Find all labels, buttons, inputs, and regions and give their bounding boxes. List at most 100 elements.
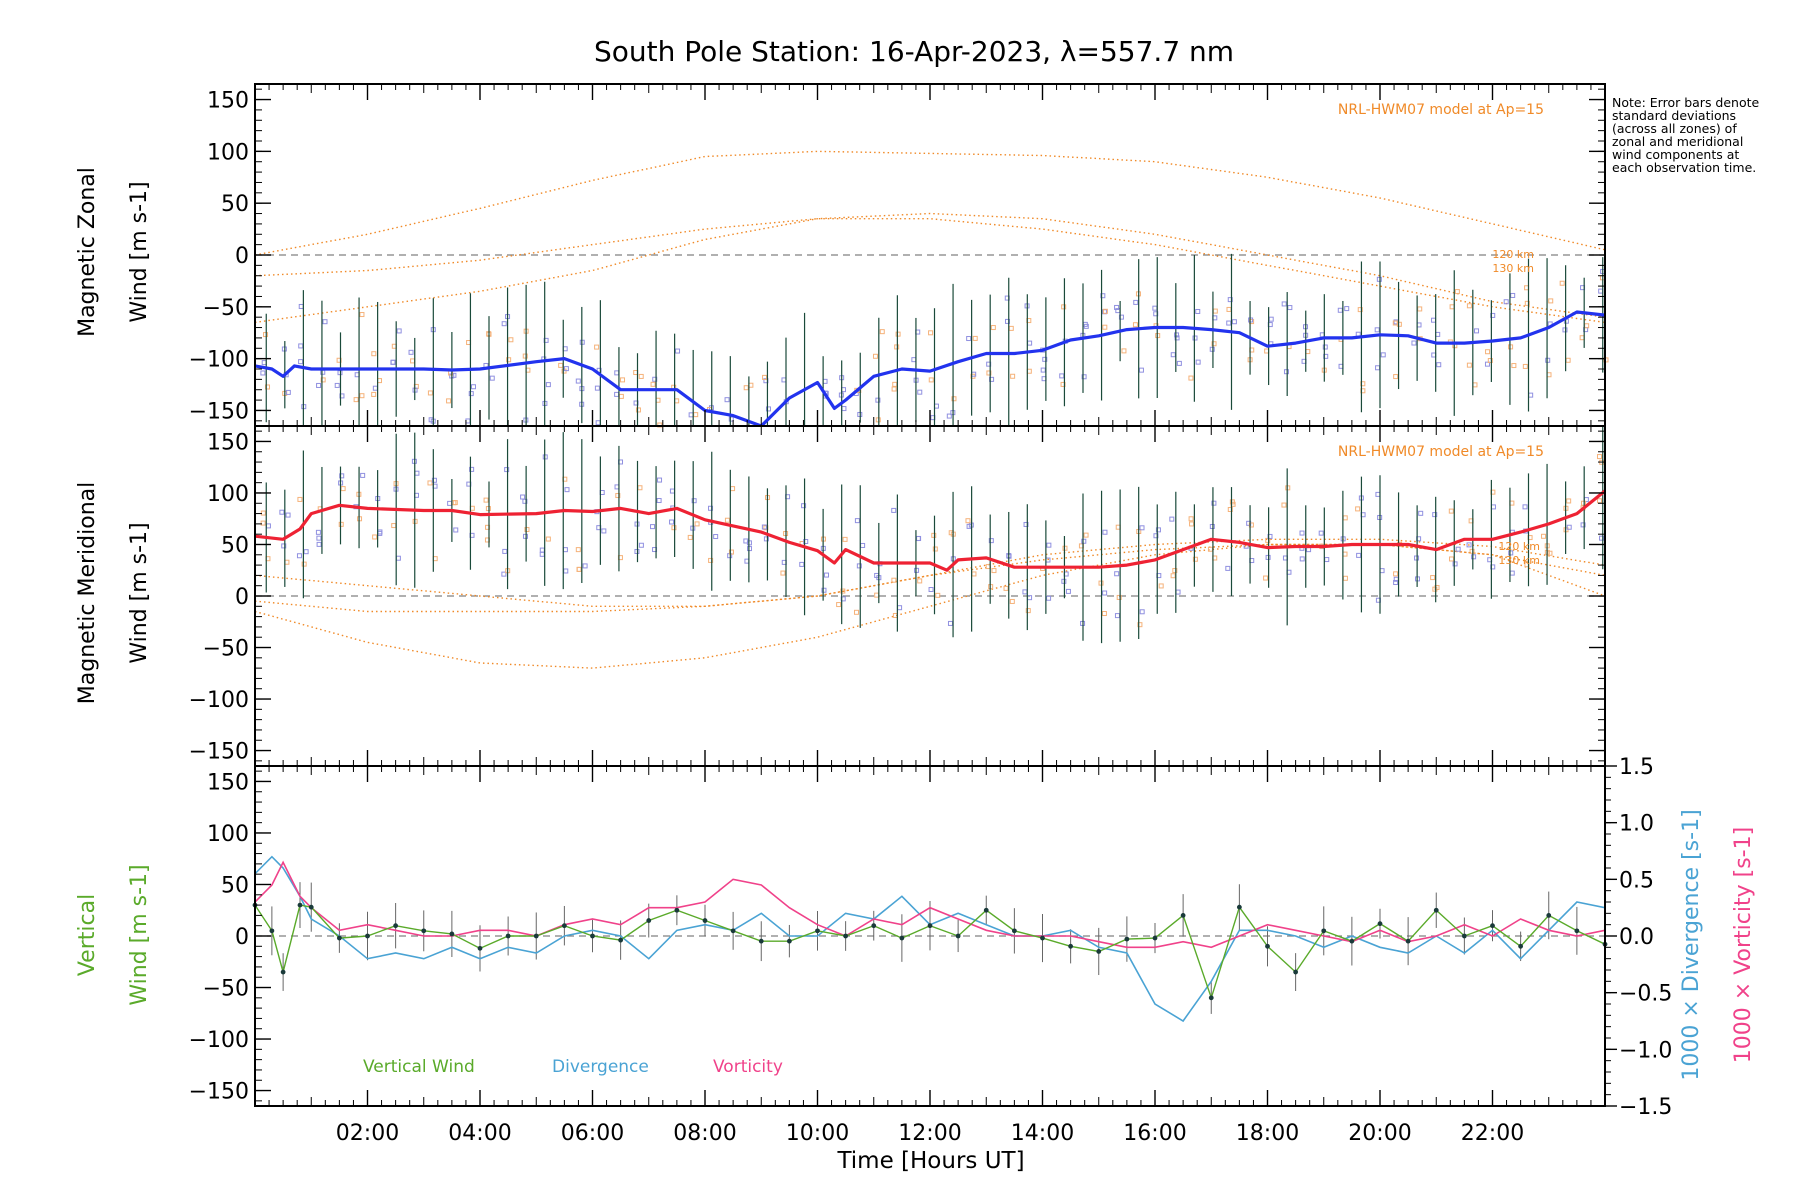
zonal-zone-point [1211, 341, 1217, 347]
meridional-zone-point [1114, 613, 1120, 619]
vertical-wind-point [1433, 907, 1439, 913]
y2-tick-label: 0.0 [1619, 925, 1654, 950]
zonal-zone-point [650, 381, 656, 387]
zonal-zone-point [468, 391, 474, 397]
vertical-wind-point [280, 969, 286, 975]
zonal-zone-point [1008, 325, 1014, 331]
meridional-zone-point [1083, 532, 1089, 538]
zonal-zone-point [1152, 305, 1158, 311]
vorticity-line [255, 860, 1605, 949]
vertical-wind-point [1377, 921, 1383, 927]
meridional-zone-point [316, 541, 322, 547]
meridional-zone-point [874, 592, 880, 598]
zonal-zone-point [966, 336, 972, 342]
vertical-y-tick-label: −50 [203, 977, 249, 1002]
zonal-zone-point [501, 321, 507, 327]
meridional-zone-point [724, 517, 730, 523]
error-bars-layer [254, 253, 1606, 1014]
series-layer [252, 310, 1608, 1023]
zonal-zone-point [1511, 363, 1517, 369]
zonal-zone-point [1598, 288, 1604, 294]
y2-tick-label: −0.5 [1619, 982, 1672, 1007]
y2-tick-label: −1.0 [1619, 1038, 1672, 1063]
zonal-zone-point [558, 362, 564, 368]
meridional-zone-point [669, 488, 675, 494]
zonal-zone-point [1026, 368, 1032, 374]
vertical-y-tick-label: −100 [189, 1028, 249, 1053]
meridional-zone-point [669, 519, 675, 525]
vertical-wind-point [786, 938, 792, 944]
meridional-ylabel-line1: Magnetic Meridional [75, 482, 100, 704]
zonal-zone-point [1061, 304, 1067, 310]
zonal-model-curve-1 [255, 150, 1605, 256]
vertical-wind-point [1124, 936, 1130, 942]
vertical-wind-point [1405, 938, 1411, 944]
meridional-zone-point [1139, 609, 1145, 615]
x-tick-label: 10:00 [786, 1121, 849, 1146]
zonal-zone-point [1231, 319, 1237, 325]
zonal-zone-point [1472, 382, 1478, 388]
vertical-wind-point [1152, 935, 1158, 941]
vertical-wind-point [1096, 949, 1102, 954]
zonal-zone-point [508, 337, 514, 343]
zonal-zone-point [748, 382, 754, 388]
meridional-zone-point [1299, 556, 1305, 562]
x-tick-label: 16:00 [1123, 1121, 1186, 1146]
meridional-zone-point [1102, 529, 1108, 535]
zonal-zone-point [674, 398, 680, 404]
meridional-zone-point [539, 551, 545, 557]
vertical-wind-point [702, 918, 708, 923]
meridional-zone-point [1393, 580, 1399, 586]
meridional-zone-point [301, 561, 307, 567]
zonal-y-tick-label: 150 [207, 89, 249, 114]
meridional-zone-point [284, 559, 290, 565]
meridional-zone-point [891, 507, 897, 513]
zonal-zone-point [614, 391, 620, 397]
vertical-wind-point [533, 933, 539, 939]
meridional-zone-point [1471, 554, 1477, 560]
meridional-wind-line [255, 489, 1605, 572]
meridional-zone-point [1046, 542, 1052, 548]
meridional-zone-point [1547, 550, 1553, 556]
zonal-zone-point [635, 407, 641, 413]
meridional-zone-point [931, 532, 937, 538]
zonal-y-tick-label: 0 [235, 244, 249, 269]
zonal-zone-point [1508, 344, 1514, 350]
zonal-zone-point [1374, 327, 1380, 333]
zonal-zone-point [946, 413, 952, 419]
meridional-zone-point [427, 480, 433, 486]
zonal-zone-point [1393, 374, 1399, 380]
meridional-zone-point [1102, 590, 1108, 596]
vertical-wind-point [843, 933, 849, 939]
vertical-wind-point [336, 935, 342, 941]
vertical-wind-point [449, 931, 455, 937]
zonal-zone-point [1376, 276, 1382, 282]
x-tick-label: 06:00 [561, 1121, 624, 1146]
zonal-zone-point [575, 378, 581, 384]
zonal-zone-point [875, 397, 881, 403]
zonal-zone-point [1102, 308, 1108, 314]
meridional-zone-point [650, 524, 656, 530]
x-axis-label: Time [Hours UT] [836, 1148, 1024, 1174]
legend-vertical-wind: Vertical Wind [363, 1057, 475, 1077]
zonal-zone-point [1417, 306, 1423, 312]
meridional-zone-point [1393, 571, 1399, 577]
zonal-zone-point [470, 384, 476, 390]
zonal-zone-point [263, 332, 269, 338]
meridional-zone-point [1306, 547, 1312, 553]
meridional-zone-point [601, 528, 607, 534]
meridional-zone-point [917, 578, 923, 584]
x-tick-label: 04:00 [448, 1121, 511, 1146]
meridional-zone-point [1299, 530, 1305, 536]
meridional-zone-point [1046, 595, 1052, 601]
zonal-zone-point [298, 303, 304, 309]
meridional-zone-point [637, 485, 643, 491]
zonal-zone-point [260, 370, 266, 376]
meridional-zone-point [562, 547, 568, 553]
meridional-zone-point [730, 486, 736, 492]
meridional-zone-point [1209, 523, 1215, 529]
zonal-zone-point [446, 398, 452, 404]
meridional-zone-point [1009, 598, 1015, 604]
zonal-zone-point [928, 330, 934, 336]
meridional-zone-point [260, 510, 266, 516]
